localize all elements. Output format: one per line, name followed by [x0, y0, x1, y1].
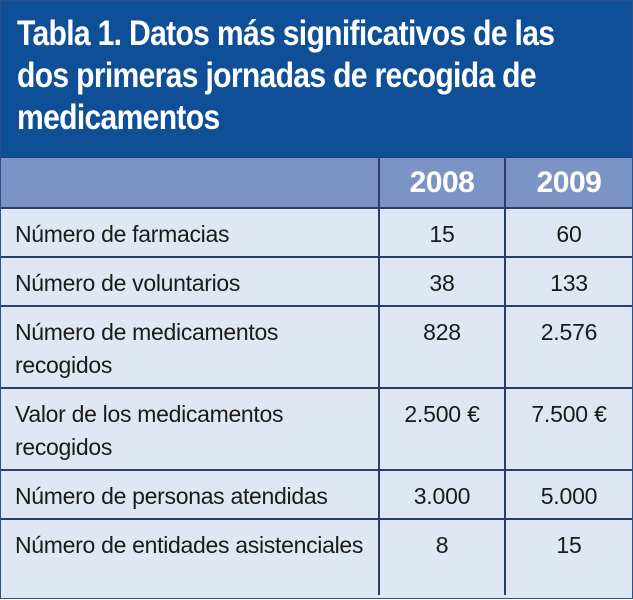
row-label: Número de entidades asistenciales [15, 532, 364, 558]
value-cell-2009: 60 [505, 208, 632, 258]
value-cell-2008: 8 [379, 519, 506, 595]
value-cell-2009: 15 [505, 519, 632, 595]
table-title-bar: Tabla 1. Datos más significativos de las… [1, 1, 632, 158]
table-row: Número de entidades asistenciales 8 15 [1, 519, 632, 595]
row-label: Número de medicamentos recogidos [15, 319, 279, 378]
row-label-cell: Número de voluntarios [1, 257, 380, 307]
value-cell-2009: 5.000 [505, 470, 632, 520]
value-cell-2008: 38 [379, 257, 506, 307]
value-2008: 3.000 [413, 483, 471, 509]
value-2008: 8 [435, 532, 449, 558]
value-cell-2008: 3.000 [379, 470, 506, 520]
row-label-cell: Número de medicamentos recogidos [1, 306, 380, 389]
value-2008: 38 [429, 270, 455, 296]
value-cell-2009: 2.576 [505, 306, 632, 389]
table-row: Valor de los medicamentos recogidos 2.50… [1, 388, 632, 471]
value-cell-2009: 7.500 € [505, 388, 632, 471]
table-title: Tabla 1. Datos más significativos de las… [17, 14, 555, 137]
row-label-cell: Número de entidades asistenciales [1, 519, 380, 595]
value-2008: 15 [429, 221, 455, 247]
value-2008: 2.500 € [404, 401, 480, 427]
table-row: Número de medicamentos recogidos 828 2.5… [1, 306, 632, 389]
row-label: Número de personas atendidas [15, 483, 328, 509]
value-2009: 7.500 € [531, 401, 607, 427]
table-row: Número de farmacias 15 60 [1, 208, 632, 258]
value-cell-2008: 15 [379, 208, 506, 258]
data-table: 2008 2009 Número de farmacias 15 60 Núme… [1, 158, 632, 595]
table-row: Número de personas atendidas 3.000 5.000 [1, 470, 632, 520]
row-label: Número de voluntarios [15, 270, 241, 296]
header-row: 2008 2009 [1, 158, 632, 209]
header-year-2008: 2008 [379, 158, 506, 209]
value-2009: 60 [556, 221, 582, 247]
row-label-cell: Número de farmacias [1, 208, 380, 258]
value-2009: 5.000 [540, 483, 598, 509]
value-cell-2008: 828 [379, 306, 506, 389]
value-cell-2009: 133 [505, 257, 632, 307]
row-label-cell: Número de personas atendidas [1, 470, 380, 520]
value-2009: 15 [556, 532, 582, 558]
row-label-cell: Valor de los medicamentos recogidos [1, 388, 380, 471]
header-year-2009: 2009 [505, 158, 632, 209]
value-2009: 133 [550, 270, 588, 296]
value-2009: 2.576 [540, 319, 598, 345]
row-label: Número de farmacias [15, 221, 230, 247]
row-label: Valor de los medicamentos recogidos [15, 401, 284, 460]
value-cell-2008: 2.500 € [379, 388, 506, 471]
header-label-cell [1, 158, 380, 209]
value-2008: 828 [423, 319, 461, 345]
table-row: Número de voluntarios 38 133 [1, 257, 632, 307]
